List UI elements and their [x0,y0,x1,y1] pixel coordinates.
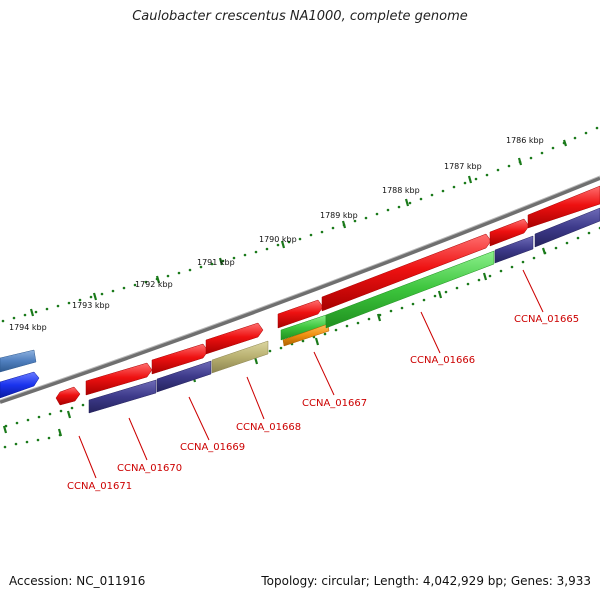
gene-ccna-01666[interactable] [325,250,495,329]
gene-blue-left[interactable] [0,371,40,399]
gene-ccna-01665[interactable] [494,235,534,264]
gene-ccna-01669[interactable] [156,360,212,393]
gene-navy-right[interactable] [534,207,600,248]
gene-ccna-01667-orange[interactable] [282,323,330,347]
ruler-label-1787: 1787 kbp [444,162,482,171]
ruler-label-1786: 1786 kbp [506,136,544,145]
ruler-label-1789: 1789 kbp [320,211,358,220]
ruler-label-1791: 1791 kbp [197,258,235,267]
ruler-label-1794: 1794 kbp [9,323,47,332]
ruler-label-1790: 1790 kbp [259,235,297,244]
gene-red-forward-1[interactable] [85,362,153,396]
gene-red-forward-4[interactable] [277,299,324,329]
outer-ruler-major-ticks [29,139,568,317]
gene-labels: CCNA_01665 CCNA_01666 CCNA_01667 CCNA_01… [67,314,579,492]
inner-ruler-major-ticks [2,247,547,437]
topology-text: Topology: circular; Length: 4,042,929 bp… [261,574,591,588]
gene-steel-left[interactable] [0,349,37,373]
gene-red-forward-3[interactable] [205,322,264,355]
ruler-label-1793: 1793 kbp [72,301,110,310]
gene-red-forward-6[interactable] [489,218,530,247]
genome-backbone [0,176,600,404]
gene-label-ccna-01667[interactable]: CCNA_01667 [302,398,367,409]
gene-label-ccna-01669[interactable]: CCNA_01669 [180,442,245,453]
genome-backbone-highlight [0,175,600,401]
outer-ruler [1,126,599,323]
gene-label-ccna-01671[interactable]: CCNA_01671 [67,481,132,492]
accession-text: Accession: NC_011916 [9,574,146,588]
gene-label-ccna-01665[interactable]: CCNA_01665 [514,314,579,325]
gene-label-ccna-01666[interactable]: CCNA_01666 [410,355,475,366]
gene-red-forward-5[interactable] [321,233,492,312]
gene-ccna-01670[interactable] [88,379,157,414]
label-leaders [78,269,544,479]
gene-ccna-01671[interactable] [55,386,81,406]
gene-ccna-01668[interactable] [211,340,269,374]
map-title: Caulobacter crescentus NA1000, complete … [132,9,468,24]
ruler-labels: 1786 kbp 1787 kbp 1788 kbp 1789 kbp 1790… [9,136,544,332]
gene-red-forward-2[interactable] [151,343,209,375]
gene-red-forward-7[interactable] [527,185,600,229]
gene-label-ccna-01668[interactable]: CCNA_01668 [236,422,301,433]
ruler-label-1792: 1792 kbp [135,280,173,289]
gene-label-ccna-01670[interactable]: CCNA_01670 [117,463,182,474]
ruler-label-1788: 1788 kbp [382,186,420,195]
